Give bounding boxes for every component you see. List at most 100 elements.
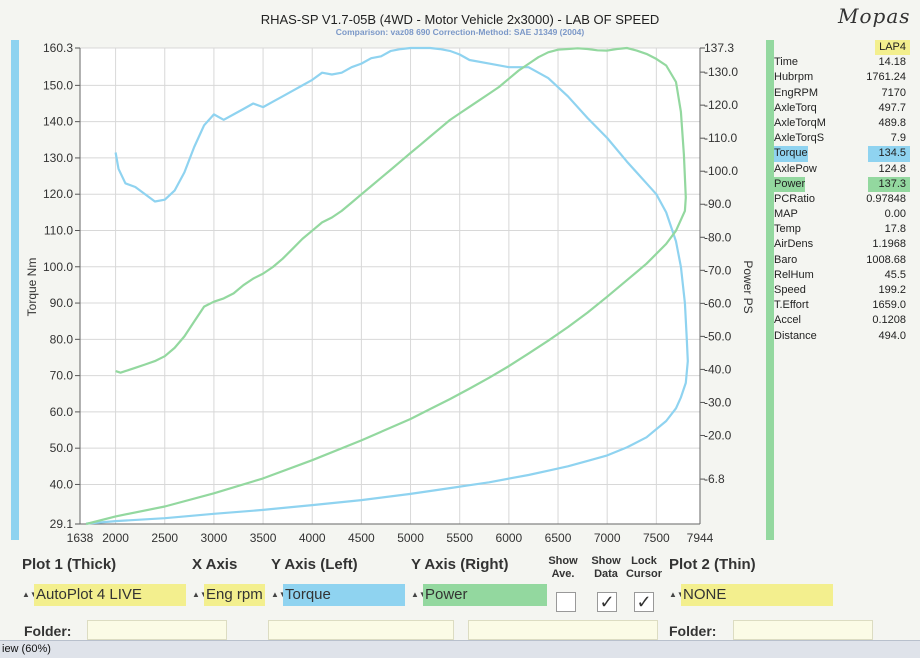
- x-tick-label: 2500: [151, 531, 178, 545]
- x-tick-label: 7500: [643, 531, 670, 545]
- reading-row: MAP 0.00: [774, 207, 910, 222]
- x-tick-label: 5500: [446, 531, 473, 545]
- x-tick-label: 1638: [67, 531, 94, 545]
- folder-field-4[interactable]: [733, 620, 873, 640]
- reading-row: Power 137.3: [774, 176, 910, 192]
- x-tick-label: 7944: [687, 531, 714, 545]
- xaxis-value: Eng rpm: [204, 584, 265, 606]
- reading-label: PCRatio: [774, 192, 815, 205]
- reading-row: T.Effort 1659.0: [774, 298, 910, 313]
- reading-value: 1008.68: [866, 253, 906, 266]
- plot1-select[interactable]: ▲▼ AutoPlot 4 LIVE: [22, 584, 186, 606]
- reading-value: 0.1208: [872, 314, 906, 327]
- yright-heading: Y Axis (Right): [411, 556, 509, 573]
- x-tick-label: 4000: [299, 531, 326, 545]
- plot2-select[interactable]: ▲▼ NONE: [669, 584, 833, 606]
- y-left-tick-label: 150.0: [43, 78, 73, 92]
- x-tick-label: 6000: [496, 531, 523, 545]
- reading-label: T.Effort: [774, 299, 809, 312]
- folder-field-2[interactable]: [268, 620, 454, 640]
- xaxis-select[interactable]: ▲▼ Eng rpm: [192, 584, 265, 606]
- readings-panel: LAP4 Time 14.18 Hubrpm 1761.24 EngRPM 7170 Axl…: [774, 40, 910, 344]
- yleft-spinner-icon[interactable]: ▲▼: [271, 590, 287, 599]
- reading-row: EngRPM 7170: [774, 86, 910, 101]
- y-right-tick-label: -80.0: [704, 230, 732, 244]
- reading-row: Hubrpm 1761.24: [774, 70, 910, 85]
- reading-value: 7170: [881, 86, 906, 99]
- xaxis-spinner-icon[interactable]: ▲▼: [192, 590, 208, 599]
- reading-row: PCRatio 0.97848: [774, 192, 910, 207]
- reading-label: Temp: [774, 223, 801, 236]
- plot1-spinner-icon[interactable]: ▲▼: [22, 590, 38, 599]
- x-tick-label: 2000: [102, 531, 129, 545]
- reading-value: 0.97848: [866, 192, 906, 205]
- lock-cursor-checkbox[interactable]: ✓: [634, 592, 654, 612]
- reading-label: AxleTorq: [774, 101, 817, 114]
- y-right-tick-label: -100.0: [704, 164, 738, 178]
- reading-row: AxleTorq 497.7: [774, 101, 910, 116]
- y-left-tick-label: 130.0: [43, 151, 73, 165]
- yleft-select[interactable]: ▲▼ Torque: [271, 584, 405, 606]
- y-right-tick-label: -40.0: [704, 362, 732, 376]
- x-tick-label: 6500: [545, 531, 572, 545]
- reading-value: 1761.24: [866, 71, 906, 84]
- show-data-heading: Show Data: [591, 555, 621, 580]
- folder-field-3[interactable]: [468, 620, 658, 640]
- power-curve: [85, 46, 687, 526]
- reading-label: Torque: [774, 146, 808, 162]
- torque-curve: [86, 46, 689, 525]
- handwritten-note: Mopas: [838, 4, 911, 28]
- plot2-spinner-icon[interactable]: ▲▼: [669, 590, 685, 599]
- yright-select[interactable]: ▲▼ Power: [411, 584, 547, 606]
- reading-row: RelHum 45.5: [774, 268, 910, 283]
- reading-value: 1659.0: [872, 299, 906, 312]
- reading-row: Temp 17.8: [774, 222, 910, 237]
- y-left-tick-label: 120.0: [43, 187, 73, 201]
- x-tick-label: 5000: [397, 531, 424, 545]
- y-left-tick-label: 70.0: [50, 369, 74, 383]
- y-right-axis-title: Power PS: [741, 260, 755, 313]
- plot2-value: NONE: [681, 584, 833, 606]
- show-data-checkbox[interactable]: ✓: [597, 592, 617, 612]
- reading-label: AxlePow: [774, 162, 817, 175]
- y-left-tick-label: 50.0: [50, 441, 74, 455]
- y-left-tick-label: 160.3: [43, 41, 73, 55]
- reading-label: Time: [774, 56, 799, 69]
- reading-row: Baro 1008.68: [774, 253, 910, 268]
- y-right-tick-label: 137.3: [704, 41, 734, 55]
- yleft-value: Torque: [283, 584, 405, 606]
- torque-axis-bar: [11, 40, 19, 540]
- y-left-tick-label: 80.0: [50, 332, 74, 346]
- reading-label: MAP: [774, 208, 798, 221]
- reading-value: 17.8: [884, 223, 906, 236]
- reading-label: Baro: [774, 253, 798, 266]
- reading-value: 124.8: [878, 162, 906, 175]
- reading-value: 14.18: [878, 56, 906, 69]
- reading-label: AxleTorqS: [774, 132, 825, 145]
- power-axis-bar: [766, 40, 774, 540]
- y-right-tick-label: -120.0: [704, 98, 738, 112]
- lock-cursor-heading: Lock Cursor: [625, 555, 663, 580]
- yleft-heading: Y Axis (Left): [271, 556, 358, 573]
- x-tick-label: 4500: [348, 531, 375, 545]
- y-left-tick-label: 140.0: [43, 115, 73, 129]
- folder-field-1[interactable]: [87, 620, 227, 640]
- yright-spinner-icon[interactable]: ▲▼: [411, 590, 427, 599]
- report-title: RHAS-SP V1.7-05B (4WD - Motor Vehicle 2x…: [260, 12, 660, 27]
- y-left-tick-label: 60.0: [50, 405, 74, 419]
- y-left-tick-label: 100.0: [43, 260, 73, 274]
- show-ave-checkbox[interactable]: [556, 592, 576, 612]
- reading-row: Accel 0.1208: [774, 313, 910, 328]
- reading-row: Speed 199.2: [774, 283, 910, 298]
- y-right-tick-label: -70.0: [704, 263, 732, 277]
- y-left-tick-label: 90.0: [50, 296, 74, 310]
- reading-row: AxlePow 124.8: [774, 162, 910, 177]
- reading-label: EngRPM: [774, 86, 819, 99]
- y-right-tick-label: -130.0: [704, 65, 738, 79]
- reading-value: 7.9: [890, 132, 906, 145]
- dyno-chart[interactable]: 1638 2000 2500 3000 3500 4000 4500 5000 5500 6000…: [0, 0, 920, 548]
- y-right-tick-label: -50.0: [704, 329, 732, 343]
- reading-row: AxleTorqS 7.9: [774, 131, 910, 146]
- reading-row: AxleTorqM 489.8: [774, 116, 910, 131]
- reading-row: Time 14.18: [774, 55, 910, 70]
